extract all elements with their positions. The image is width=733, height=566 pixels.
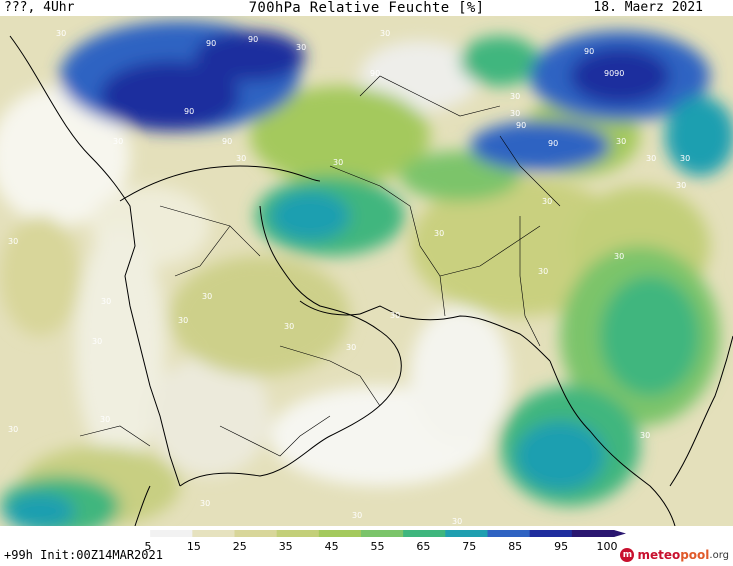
contour-label: 30 bbox=[510, 92, 520, 101]
contour-label: 30 bbox=[614, 252, 624, 261]
contour-label: 90 bbox=[584, 47, 594, 56]
color-scale-swatch bbox=[361, 530, 404, 537]
color-scale-tick-label: 65 bbox=[416, 540, 430, 553]
humidity-map: 30 30 30 30 30 30 30 30 30 30 30 30 30 3… bbox=[0, 16, 733, 526]
contour-label: 30 bbox=[8, 237, 18, 246]
contour-label: 30 bbox=[101, 297, 111, 306]
contour-label: 30 bbox=[202, 292, 212, 301]
contour-labels: 30 30 30 30 30 30 30 30 30 30 30 30 30 3… bbox=[8, 29, 690, 526]
contour-label: 30 bbox=[352, 511, 362, 520]
contour-label: 30 bbox=[616, 137, 626, 146]
contour-label: 90 bbox=[548, 139, 558, 148]
contour-label: 30 bbox=[296, 43, 306, 52]
contour-label: 30 bbox=[8, 425, 18, 434]
contour-label: 30 bbox=[113, 137, 123, 146]
coastlines bbox=[9, 35, 733, 526]
color-scale-swatch bbox=[487, 530, 531, 537]
logo-text: meteo bbox=[637, 548, 681, 562]
contour-label: 30 bbox=[680, 154, 690, 163]
color-scale: 5 15 25 35 45 55 65 75 85 95 100 bbox=[108, 530, 626, 553]
color-scale-tick-label: 100 bbox=[597, 540, 618, 553]
country-borders bbox=[79, 75, 561, 457]
color-scale-tick-label: 85 bbox=[508, 540, 522, 553]
color-scale-tick-label: 25 bbox=[233, 540, 247, 553]
color-scale-swatch bbox=[234, 530, 278, 537]
forecast-date: 18. Maerz 2021 bbox=[593, 0, 703, 15]
meteopool-logo: m meteo pool .org bbox=[620, 546, 729, 564]
contour-label: 30 bbox=[200, 499, 210, 508]
humidity-blobs bbox=[0, 21, 733, 526]
contour-label: 30 bbox=[178, 316, 188, 325]
contour-label: 30 bbox=[434, 229, 444, 238]
contour-label: 30 bbox=[510, 109, 520, 118]
color-scale-swatch bbox=[150, 530, 193, 537]
logo-mark-icon: m bbox=[620, 548, 635, 562]
contour-label: 30 bbox=[390, 311, 400, 320]
contour-label: 30 bbox=[236, 154, 246, 163]
color-scale-swatches bbox=[108, 530, 626, 537]
color-scale-swatch bbox=[403, 530, 446, 537]
color-scale-swatch bbox=[318, 530, 362, 537]
color-scale-tick-label: 15 bbox=[187, 540, 201, 553]
color-scale-tick-label: 35 bbox=[279, 540, 293, 553]
color-scale-ticks: 5 15 25 35 45 55 65 75 85 95 100 bbox=[145, 540, 618, 553]
contour-label: 90 bbox=[248, 35, 258, 44]
humidity-field: 30 30 30 30 30 30 30 30 30 30 30 30 30 3… bbox=[0, 16, 733, 526]
forecast-valid-time: ???, 4Uhr bbox=[4, 0, 75, 15]
contour-label: 90 bbox=[222, 137, 232, 146]
contour-label: 30 bbox=[542, 197, 552, 206]
logo-text: .org bbox=[709, 549, 729, 561]
color-scale-swatch bbox=[571, 530, 615, 537]
contour-label: 30 bbox=[538, 267, 548, 276]
contour-label: 90 bbox=[370, 69, 380, 78]
contour-label: 30 bbox=[284, 322, 294, 331]
logo-text: pool bbox=[680, 548, 710, 562]
color-scale-swatch bbox=[445, 530, 488, 537]
color-scale-tick-label: 5 bbox=[145, 540, 152, 553]
color-scale-swatch bbox=[108, 530, 151, 537]
color-scale-tick-label: 55 bbox=[371, 540, 385, 553]
map-title: 700hPa Relative Feuchte [%] bbox=[248, 0, 485, 16]
contour-label: 30 bbox=[380, 29, 390, 38]
color-scale-tick-label: 95 bbox=[554, 540, 568, 553]
contour-label: 30 bbox=[346, 343, 356, 352]
contour-label: 30 bbox=[92, 337, 102, 346]
contour-label: 30 bbox=[676, 181, 686, 190]
contour-label: 90 bbox=[516, 121, 526, 130]
color-scale-swatch bbox=[529, 530, 573, 537]
contour-label: 30 bbox=[646, 154, 656, 163]
color-scale-swatch bbox=[276, 530, 320, 537]
contour-label: 90 bbox=[184, 107, 194, 116]
contour-label: 9090 bbox=[604, 69, 624, 78]
contour-label: 90 bbox=[206, 39, 216, 48]
model-run-info: +99h Init:00Z14MAR2021 bbox=[4, 548, 163, 562]
contour-label: 30 bbox=[56, 29, 66, 38]
color-scale-tick-label: 45 bbox=[325, 540, 339, 553]
color-scale-swatch bbox=[192, 530, 235, 537]
color-scale-arrow bbox=[614, 530, 626, 537]
contour-label: 30 bbox=[452, 517, 462, 526]
contour-label: 30 bbox=[100, 415, 110, 424]
contour-label: 30 bbox=[640, 431, 650, 440]
color-scale-tick-label: 75 bbox=[462, 540, 476, 553]
contour-label: 30 bbox=[333, 158, 343, 167]
